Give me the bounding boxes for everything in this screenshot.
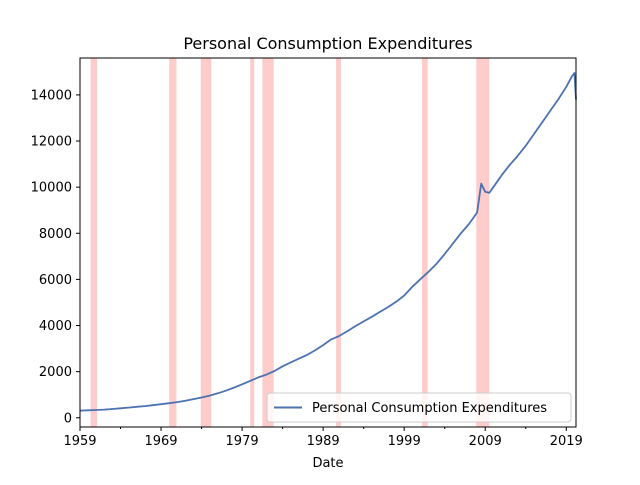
recession-band xyxy=(476,58,490,427)
x-tick-label: 1959 xyxy=(63,434,96,449)
y-tick-label: 8000 xyxy=(39,227,72,242)
recession-band xyxy=(200,58,212,427)
y-tick-label: 0 xyxy=(64,411,72,426)
y-tick-label: 14000 xyxy=(31,88,72,103)
y-tick-label: 6000 xyxy=(39,273,72,288)
legend-label: Personal Consumption Expenditures xyxy=(312,401,547,416)
plot-frame xyxy=(79,57,577,428)
y-tick-label: 4000 xyxy=(39,319,72,334)
recession-band xyxy=(250,58,255,427)
recession-band xyxy=(169,58,177,427)
x-tick-label: 2019 xyxy=(550,434,583,449)
x-tick-label: 1969 xyxy=(144,434,177,449)
series-line xyxy=(79,72,577,412)
x-tick-label: 1989 xyxy=(307,434,340,449)
recession-band xyxy=(262,58,274,427)
y-tick-label: 12000 xyxy=(31,135,72,150)
x-axis-label: Date xyxy=(312,456,343,471)
y-tick-label: 10000 xyxy=(31,181,72,196)
chart-title: Personal Consumption Expenditures xyxy=(183,34,472,53)
legend-box xyxy=(266,392,572,423)
recession-band xyxy=(336,58,341,427)
x-axis-ticks: 1959 1969 1979 1989 1999 2009 2019 xyxy=(63,427,583,449)
y-tick-label: 2000 xyxy=(39,365,72,380)
x-tick-label: 1979 xyxy=(226,434,259,449)
series-layer xyxy=(79,72,577,412)
x-tick-label: 2009 xyxy=(469,434,502,449)
recession-band xyxy=(422,58,428,427)
x-tick-label: 1999 xyxy=(388,434,421,449)
y-axis-ticks: 0 2000 4000 6000 8000 10000 12000 14000 xyxy=(31,88,80,426)
recession-band xyxy=(90,58,98,427)
recession-shading-layer xyxy=(90,58,490,427)
legend: Personal Consumption Expenditures xyxy=(266,392,572,423)
